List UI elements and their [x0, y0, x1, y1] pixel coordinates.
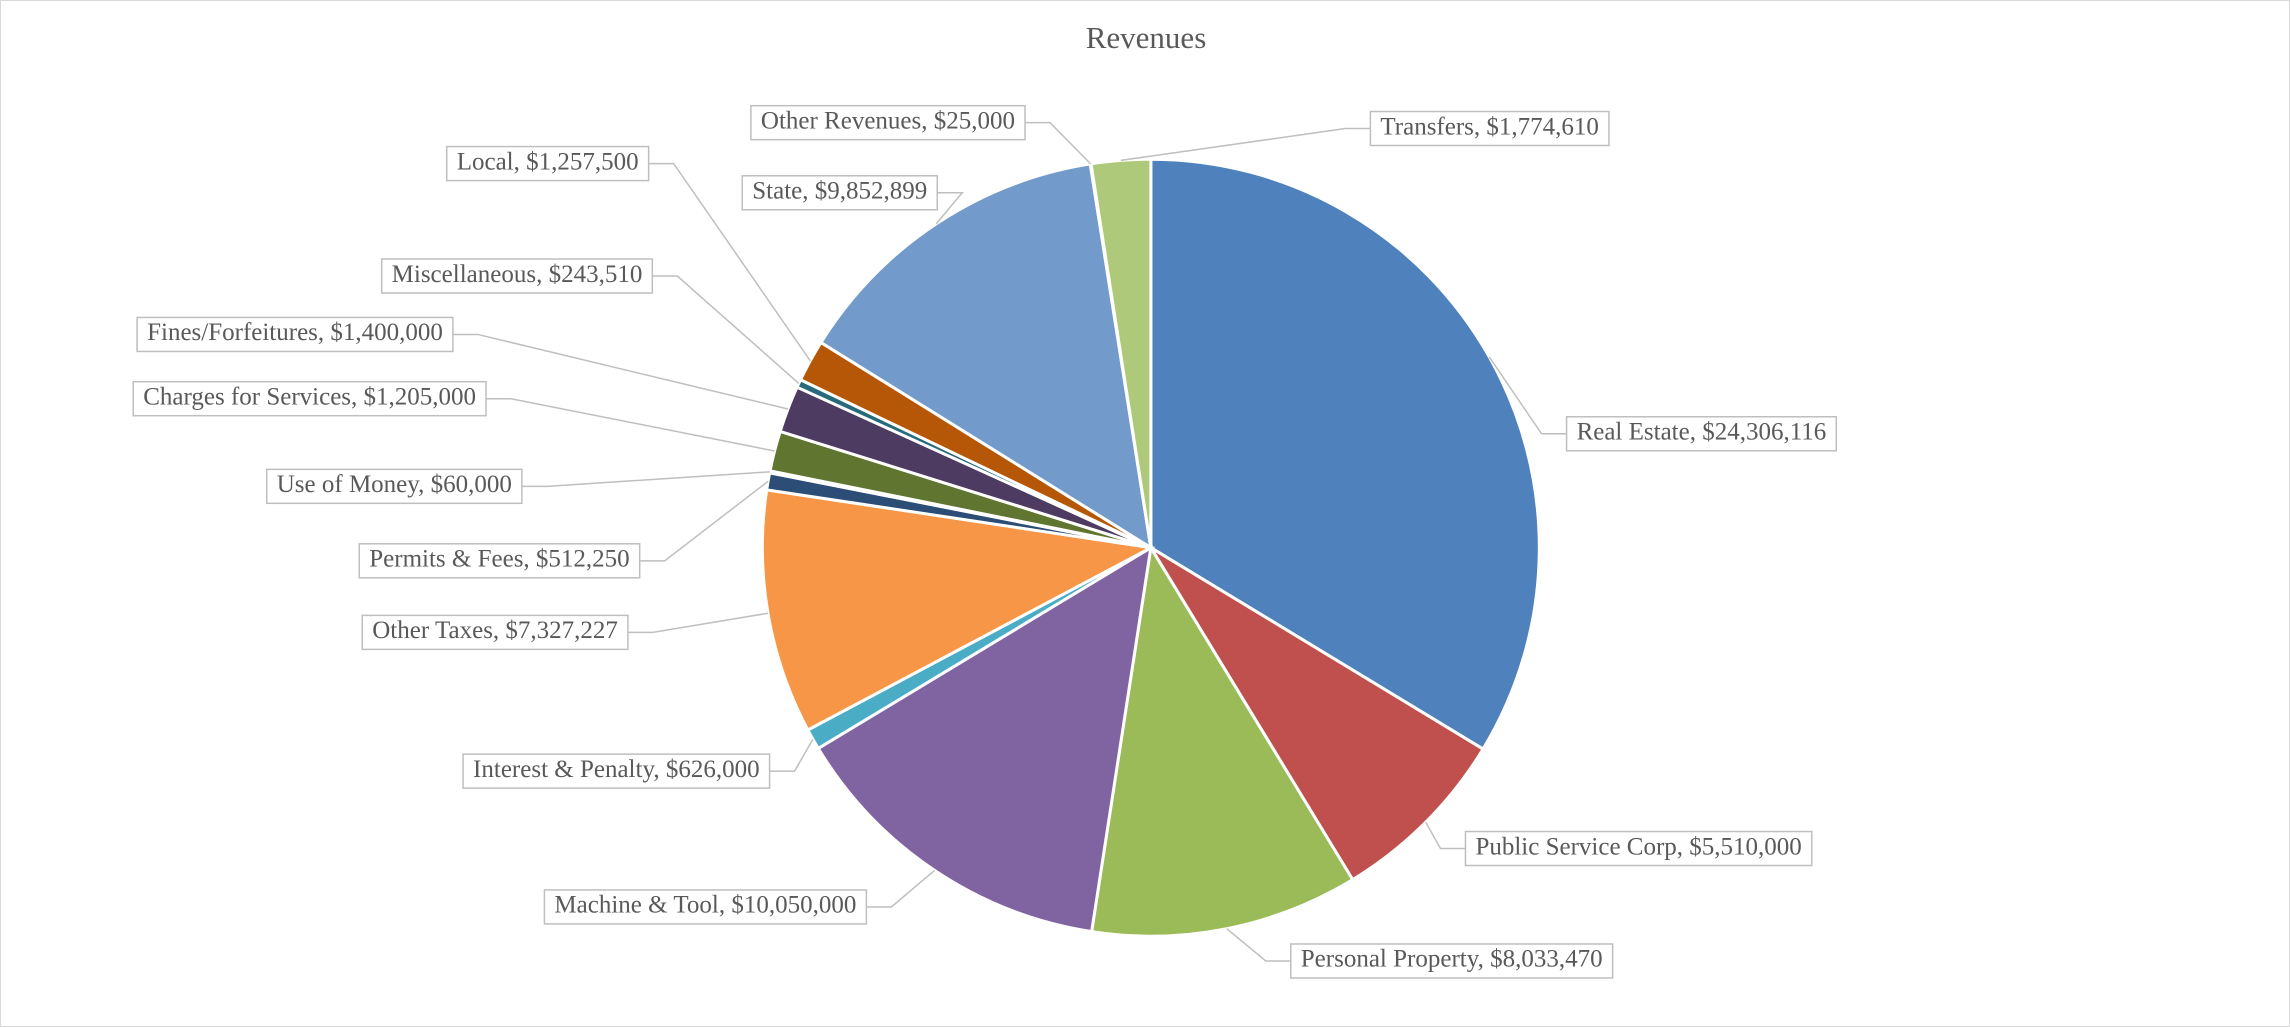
- pie-slice: Machine & Tool: [816, 544, 1153, 934]
- leader-line: [486, 397, 775, 452]
- data-label: Other Revenues, $25,000: [761, 107, 1015, 134]
- data-label-box: [136, 316, 454, 353]
- data-label-box: [1290, 943, 1614, 979]
- data-label: Real Estate, $24,306,116: [1577, 418, 1827, 445]
- leader-line: [1425, 821, 1466, 850]
- data-label: Use of Money, $60,000: [277, 471, 512, 498]
- leader-line: [627, 612, 769, 634]
- data-label: Other Taxes, $7,327,227: [372, 617, 618, 644]
- data-label-box: [1464, 830, 1813, 867]
- data-label: Personal Property, $8,033,470: [1301, 946, 1603, 973]
- pie-slice: Transfers: [1089, 157, 1153, 548]
- data-label-box: [1565, 416, 1838, 452]
- leader-line: [639, 480, 769, 562]
- pie-slice: Other Taxes: [760, 488, 1156, 733]
- data-label: Interest & Penalty, $626,000: [473, 756, 760, 783]
- chart-title: Revenues: [1086, 20, 1207, 55]
- data-label: Transfers, $1,774,610: [1380, 113, 1599, 140]
- data-label: Local, $1,257,500: [457, 148, 639, 175]
- data-labels: Real Estate, $24,306,116 Public Service C…: [132, 104, 1838, 979]
- data-label-box: [361, 614, 629, 651]
- pie-slice: State: [818, 162, 1153, 551]
- data-label: Charges for Services, $1,205,000: [143, 383, 476, 410]
- data-label-box: [265, 468, 523, 505]
- data-label: Miscellaneous, $243,510: [392, 261, 643, 288]
- pie-slice: Personal Property: [1089, 543, 1355, 938]
- data-label: Permits & Fees, $512,250: [369, 546, 629, 573]
- leader-lines: [452, 121, 1567, 962]
- data-label-box: [132, 380, 487, 417]
- leader-line: [1025, 121, 1092, 165]
- slices: Real EstatePublic Service CorpPersonal P…: [760, 157, 1541, 938]
- data-label-box: [750, 104, 1026, 141]
- data-label: Public Service Corp, $5,510,000: [1475, 833, 1801, 860]
- data-label: State, $9,852,899: [752, 178, 927, 205]
- data-label-box: [1369, 110, 1610, 147]
- data-label-box: [543, 889, 868, 925]
- leader-line: [652, 275, 800, 385]
- data-label-box: [358, 543, 641, 579]
- data-label-box: [445, 145, 650, 182]
- data-label: Machine & Tool, $10,050,000: [554, 892, 856, 919]
- data-label-box: [462, 753, 771, 789]
- pie-slice: Real Estate: [1149, 157, 1541, 752]
- leader-line: [866, 869, 936, 908]
- data-label-box: [380, 258, 654, 294]
- leader-line: [1226, 928, 1291, 962]
- leader-line: [769, 738, 814, 772]
- leader-line: [1488, 356, 1567, 435]
- leader-line: [935, 192, 964, 225]
- leader-line: [1120, 127, 1371, 162]
- leader-line: [648, 162, 811, 362]
- leader-line: [521, 471, 770, 488]
- data-label: Fines/Forfeitures, $1,400,000: [147, 319, 443, 346]
- data-label-box: [741, 175, 939, 211]
- leader-line: [452, 333, 789, 410]
